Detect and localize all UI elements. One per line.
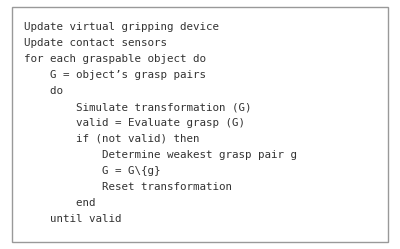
Text: do: do [24, 86, 63, 96]
Text: until valid: until valid [24, 214, 122, 224]
Text: Update virtual gripping device: Update virtual gripping device [24, 22, 219, 32]
FancyBboxPatch shape [12, 7, 388, 242]
Text: if (not valid) then: if (not valid) then [24, 134, 200, 144]
Text: G = G\{g}: G = G\{g} [24, 166, 160, 176]
Text: Reset transformation: Reset transformation [24, 182, 232, 192]
Text: Simulate transformation (G): Simulate transformation (G) [24, 102, 252, 112]
Text: for each graspable object do: for each graspable object do [24, 54, 206, 64]
Text: G = object’s grasp pairs: G = object’s grasp pairs [24, 70, 206, 80]
Text: end: end [24, 198, 96, 208]
Text: Determine weakest grasp pair g: Determine weakest grasp pair g [24, 150, 297, 160]
Text: Update contact sensors: Update contact sensors [24, 38, 167, 48]
Text: valid = Evaluate grasp (G): valid = Evaluate grasp (G) [24, 118, 245, 128]
